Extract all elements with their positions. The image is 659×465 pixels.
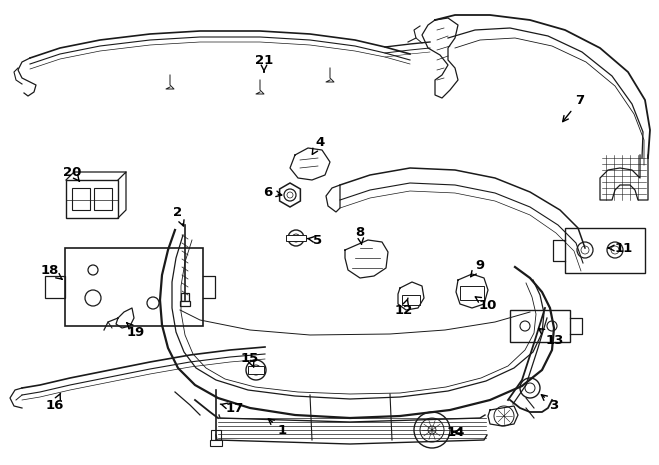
Text: 8: 8	[355, 226, 364, 244]
Bar	[210, 440, 222, 446]
Bar	[248, 366, 264, 374]
Bar	[565, 228, 645, 273]
Bar	[181, 293, 189, 301]
Bar	[211, 430, 221, 440]
Text: 18: 18	[41, 264, 62, 279]
Text: 20: 20	[63, 166, 81, 181]
Bar	[65, 248, 203, 326]
Text: 19: 19	[127, 323, 145, 339]
Text: 5: 5	[308, 233, 322, 246]
Bar	[72, 188, 90, 210]
Text: 17: 17	[220, 401, 244, 414]
Text: 14: 14	[447, 425, 465, 438]
Bar	[45, 276, 65, 298]
Text: 9: 9	[471, 259, 484, 277]
Text: 2: 2	[173, 206, 184, 226]
Text: 7: 7	[563, 93, 585, 122]
Bar	[286, 235, 306, 241]
Bar	[94, 188, 112, 210]
Bar	[510, 310, 570, 342]
Text: 16: 16	[46, 393, 64, 412]
Text: 10: 10	[475, 297, 497, 312]
Text: 6: 6	[264, 186, 282, 199]
Bar	[180, 301, 190, 306]
Text: 21: 21	[255, 53, 273, 72]
Bar	[460, 286, 484, 300]
Text: 11: 11	[608, 241, 633, 254]
Text: 3: 3	[541, 395, 559, 412]
Bar	[66, 180, 118, 218]
Text: 12: 12	[395, 298, 413, 317]
Text: 1: 1	[268, 419, 287, 437]
Bar	[402, 295, 420, 305]
Text: 15: 15	[241, 352, 259, 367]
Text: 4: 4	[312, 135, 325, 154]
Text: 13: 13	[538, 328, 564, 346]
